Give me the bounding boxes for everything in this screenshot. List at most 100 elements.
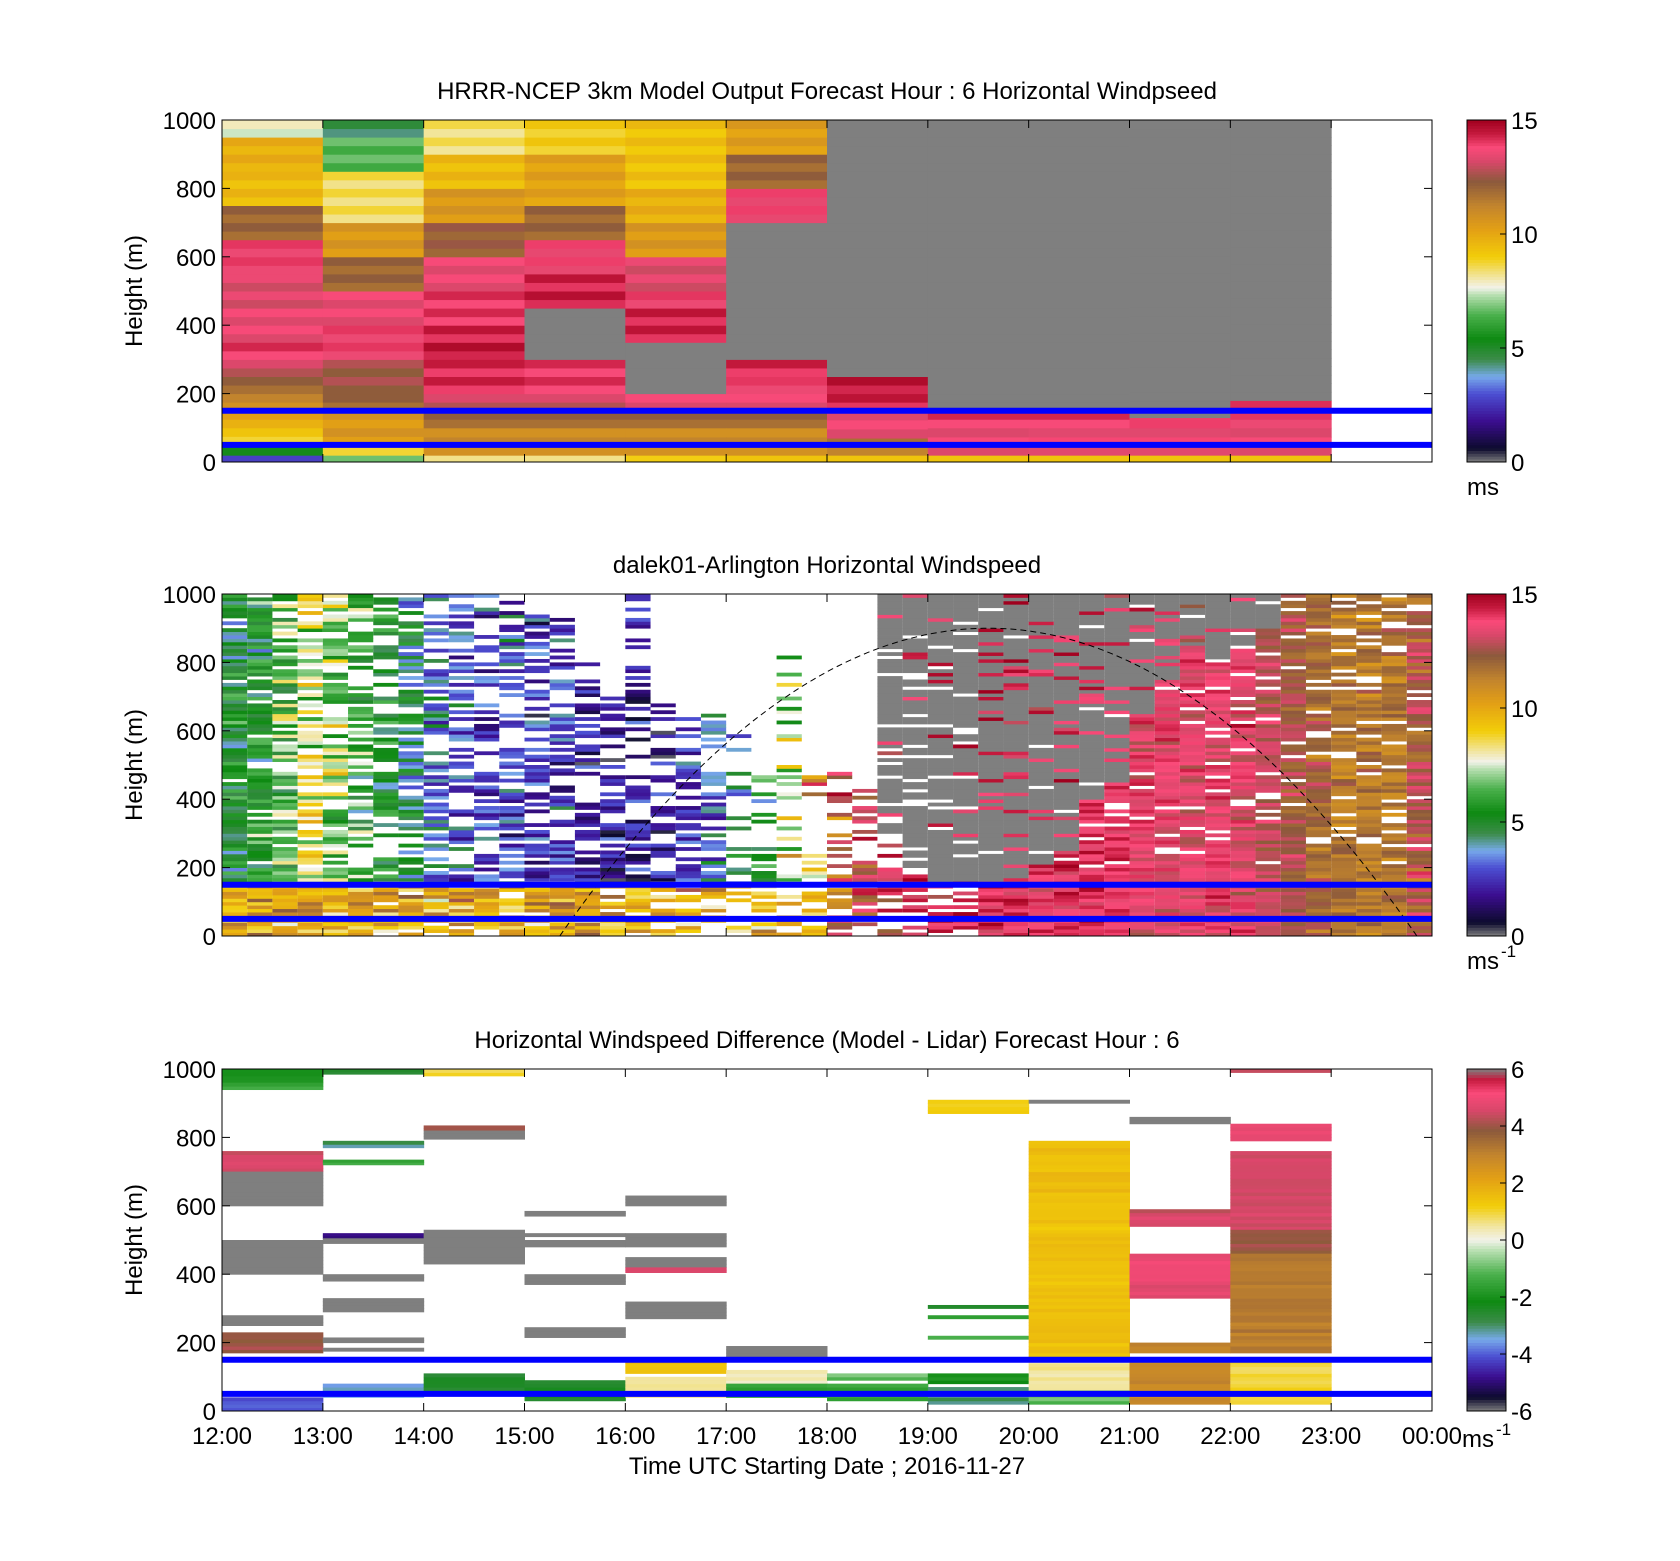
colorbar-swatch bbox=[1467, 1245, 1506, 1249]
difference-cell bbox=[1230, 1274, 1332, 1279]
lidar-cell bbox=[1406, 628, 1432, 633]
lidar-cell bbox=[1230, 929, 1256, 933]
lidar-cell bbox=[625, 857, 651, 862]
lidar-cell bbox=[524, 925, 550, 930]
lidar-cell bbox=[247, 723, 273, 728]
lidar-cell bbox=[1104, 734, 1130, 739]
lidar-cell bbox=[1053, 836, 1080, 841]
lidar-cell bbox=[1230, 932, 1256, 937]
lidar-cell bbox=[373, 672, 399, 677]
lidar-cell bbox=[1406, 898, 1432, 903]
lidar-cell bbox=[398, 751, 424, 756]
lidar-cell bbox=[574, 751, 601, 756]
lidar-cell bbox=[978, 836, 1004, 841]
colorbar-swatch bbox=[1467, 427, 1506, 432]
lidar-cell bbox=[625, 737, 651, 742]
lidar-cell bbox=[448, 901, 475, 906]
lidar-cell bbox=[1053, 908, 1080, 913]
model-cell bbox=[1028, 205, 1130, 215]
lidar-cell bbox=[474, 867, 500, 872]
lidar-cell bbox=[927, 867, 954, 872]
lidar-cell bbox=[927, 836, 954, 841]
lidar-cell bbox=[1255, 727, 1281, 732]
lidar-cell bbox=[247, 843, 273, 848]
lidar-cell bbox=[600, 836, 626, 841]
lidar-cell bbox=[1381, 751, 1407, 756]
lidar-cell bbox=[1028, 874, 1054, 879]
lidar-cell bbox=[776, 775, 802, 780]
lidar-cell bbox=[852, 788, 878, 793]
colorbar-swatch bbox=[1467, 853, 1506, 857]
model-cell bbox=[322, 231, 425, 241]
lidar-cell bbox=[1104, 604, 1130, 609]
lidar-cell bbox=[1280, 847, 1306, 851]
lidar-cell bbox=[1406, 679, 1432, 684]
lidar-cell bbox=[1079, 765, 1105, 769]
lidar-cell bbox=[373, 720, 399, 725]
colorbar-swatch bbox=[1467, 1322, 1506, 1326]
difference-cell bbox=[322, 1298, 425, 1303]
difference-cell bbox=[1230, 1161, 1332, 1166]
model-cell bbox=[927, 188, 1030, 198]
difference-cell bbox=[625, 1383, 727, 1388]
lidar-cell bbox=[1280, 682, 1306, 687]
lidar-cell bbox=[1028, 645, 1054, 650]
lidar-cell bbox=[1179, 628, 1206, 633]
model-cell bbox=[625, 120, 727, 130]
difference-cell bbox=[625, 1233, 727, 1238]
lidar-cell bbox=[373, 912, 399, 916]
lidar-cell bbox=[574, 901, 601, 906]
lidar-cell bbox=[700, 833, 727, 838]
lidar-cell bbox=[650, 806, 676, 810]
lidar-cell bbox=[1381, 771, 1407, 776]
lidar-cell bbox=[978, 679, 1004, 684]
lidar-cell bbox=[927, 925, 954, 930]
lidar-cell bbox=[1003, 758, 1029, 762]
lidar-cell bbox=[776, 922, 802, 927]
lidar-cell bbox=[322, 775, 349, 780]
lidar-cell bbox=[1053, 802, 1080, 807]
colorbar-swatch bbox=[1467, 154, 1506, 158]
model-cell bbox=[423, 171, 525, 181]
lidar-cell bbox=[247, 679, 273, 684]
lidar-cell bbox=[1003, 864, 1029, 868]
lidar-cell bbox=[474, 785, 500, 790]
lidar-cell bbox=[549, 727, 575, 732]
colorbar-swatch bbox=[1467, 733, 1506, 737]
lidar-cell bbox=[1129, 778, 1155, 783]
lidar-cell bbox=[1179, 816, 1206, 821]
lidar-cell bbox=[499, 713, 525, 718]
lidar-cell bbox=[978, 648, 1004, 653]
lidar-cell bbox=[1230, 665, 1256, 670]
model-cell bbox=[1129, 446, 1231, 456]
lidar-cell bbox=[700, 812, 727, 817]
lidar-cell bbox=[1003, 624, 1029, 629]
lidar-cell bbox=[600, 734, 626, 739]
lidar-cell bbox=[474, 778, 500, 783]
lidar-cell bbox=[222, 754, 248, 759]
model-cell bbox=[423, 333, 525, 343]
difference-cell bbox=[927, 1335, 1030, 1340]
lidar-cell bbox=[1154, 929, 1180, 933]
lidar-cell bbox=[373, 727, 399, 732]
colorbar-swatch bbox=[1467, 296, 1506, 300]
lidar-cell bbox=[1280, 624, 1306, 629]
lidar-cell bbox=[297, 802, 323, 807]
lidar-cell bbox=[1305, 706, 1332, 711]
lidar-cell bbox=[1079, 747, 1105, 752]
difference-cell bbox=[927, 1304, 1030, 1309]
lidar-cell bbox=[1331, 806, 1357, 810]
lidar-cell bbox=[625, 717, 651, 721]
lidar-cell bbox=[1280, 792, 1306, 797]
lidar-cell bbox=[1331, 898, 1357, 903]
lidar-cell bbox=[877, 758, 903, 762]
lidar-cell bbox=[272, 867, 298, 872]
lidar-cell bbox=[423, 631, 449, 636]
lidar-cell bbox=[1179, 788, 1206, 793]
difference-cell bbox=[1129, 1270, 1231, 1275]
lidar-cell bbox=[1230, 682, 1256, 687]
lidar-cell bbox=[1079, 826, 1105, 831]
lidar-cell bbox=[499, 614, 525, 619]
lidar-cell bbox=[549, 720, 575, 725]
